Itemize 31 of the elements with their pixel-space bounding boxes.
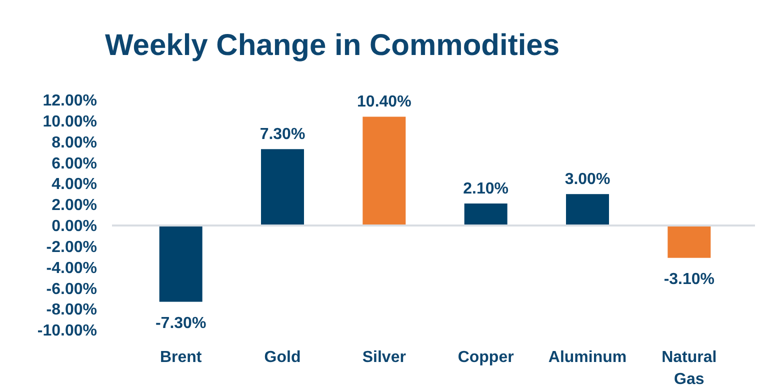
- x-tick-label: Brent: [160, 349, 202, 366]
- bar: [159, 225, 202, 302]
- data-label: -3.10%: [664, 270, 715, 288]
- chart-title: Weekly Change in Commodities: [105, 29, 560, 62]
- data-label: 3.00%: [564, 171, 610, 188]
- data-label: 2.10%: [463, 180, 509, 198]
- y-tick-label: -2.00%: [46, 238, 97, 256]
- data-label: 7.30%: [260, 126, 306, 144]
- data-label: -7.30%: [155, 314, 206, 332]
- bar: [362, 116, 406, 226]
- data-label: 10.40%: [357, 94, 412, 111]
- bar: [261, 149, 304, 226]
- y-tick-label: 2.00%: [52, 197, 97, 214]
- y-tick-label: -6.00%: [46, 280, 97, 298]
- y-tick-label: -10.00%: [37, 322, 97, 340]
- x-tick-label: Silver: [362, 349, 406, 366]
- bar: [464, 204, 508, 226]
- y-tick-label: 6.00%: [52, 155, 97, 172]
- y-tick-label: -8.00%: [46, 302, 97, 319]
- x-tick-label: Natural Gas: [662, 349, 717, 388]
- y-tick-label: 0.00%: [52, 218, 97, 236]
- y-tick-label: 12.00%: [42, 92, 97, 110]
- x-tick-label: Copper: [458, 349, 514, 366]
- y-tick-label: 4.00%: [52, 176, 97, 194]
- y-tick-label: 8.00%: [52, 134, 97, 152]
- x-tick-label: Gold: [264, 349, 301, 366]
- x-tick-label: Aluminum: [548, 349, 627, 366]
- bar: [566, 194, 609, 226]
- y-tick-label: -4.00%: [46, 260, 97, 277]
- bar: [668, 225, 711, 258]
- y-tick-label: 10.00%: [42, 114, 97, 131]
